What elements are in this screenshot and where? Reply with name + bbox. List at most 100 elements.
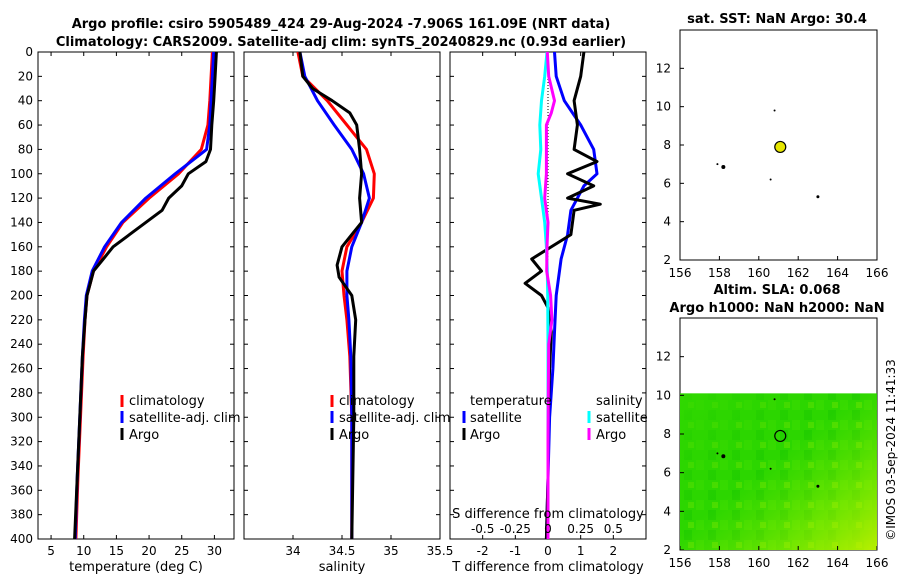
figure-title-line2: Climatology: CARS2009. Satellite-adj cli… — [56, 35, 626, 50]
x-tick-label: -1 — [509, 544, 521, 558]
legend-label-satellite: satellite-adj. clim — [339, 411, 451, 426]
x-tick-label: 10 — [76, 544, 91, 558]
x-tick-label: 34.5 — [329, 544, 356, 558]
island — [816, 195, 820, 199]
lat-tick-label: 12 — [656, 61, 671, 75]
depth-tick-label: 240 — [10, 337, 33, 351]
lon-tick-label: 156 — [669, 266, 692, 280]
depth-tick-label: 280 — [10, 386, 33, 400]
difference-legend-temperature: temperature satellite Argo — [462, 394, 552, 443]
lat-tick-label: 6 — [663, 176, 671, 190]
depth-tick-label: 220 — [10, 313, 33, 327]
legend-label-t-satellite: satellite — [470, 411, 522, 426]
x-tick-label: 34 — [285, 544, 300, 558]
difference-legend-salinity: salinity satellite Argo — [587, 394, 648, 443]
x-tick-label: 35.5 — [427, 544, 454, 558]
x-tick-label: 35 — [383, 544, 398, 558]
island — [816, 484, 820, 488]
depth-tick-label: 100 — [10, 167, 33, 181]
sst-map-title: sat. SST: NaN Argo: 30.4 — [687, 12, 867, 27]
island — [773, 109, 776, 112]
island — [721, 454, 726, 459]
figure-title-line1: Argo profile: csiro 5905489_424 29-Aug-2… — [72, 17, 611, 32]
series-argo — [73, 52, 218, 539]
depth-tick-label: 400 — [10, 532, 33, 546]
temperature-xticks: 5 10 15 20 25 30 — [47, 52, 222, 558]
difference-xlabel: T difference from climatology — [451, 560, 644, 575]
depth-tick-label: 140 — [10, 215, 33, 229]
x-tick-label: 15 — [109, 544, 124, 558]
series-climatology — [296, 52, 376, 539]
series-t-argo — [523, 52, 602, 539]
sla-map-ticks: 156 158 160 162 164 166 2 4 6 8 10 12 — [656, 350, 889, 570]
s-tick-label: 0.5 — [604, 522, 623, 536]
s-tick-label: -0.5 — [471, 522, 494, 536]
lon-tick-label: 166 — [866, 266, 889, 280]
legend-title-temperature: temperature — [470, 394, 552, 409]
island — [721, 165, 726, 170]
salinity-xticks: 34 34.5 35 35.5 — [285, 52, 453, 558]
depth-tick-label: 80 — [18, 142, 33, 156]
depth-tick-label: 260 — [10, 362, 33, 376]
s-tick-label: 0 — [544, 522, 552, 536]
lat-tick-label: 2 — [663, 253, 671, 267]
series-s-argo — [543, 52, 556, 539]
lon-tick-label: 164 — [826, 556, 849, 570]
legend-title-salinity: salinity — [596, 394, 643, 409]
lat-tick-label: 8 — [663, 427, 671, 441]
lon-tick-label: 162 — [787, 266, 810, 280]
lat-tick-label: 12 — [656, 350, 671, 364]
salinity-legend: climatology satellite-adj. clim Argo — [330, 394, 451, 443]
temperature-xlabel: temperature (deg C) — [69, 560, 203, 575]
depth-tick-label: 0 — [25, 45, 33, 59]
legend-label-climatology: climatology — [339, 394, 415, 409]
series-satellite — [298, 52, 371, 539]
x-tick-label: 5 — [47, 544, 55, 558]
depth-tick-label: 20 — [18, 69, 33, 83]
lon-tick-label: 158 — [708, 266, 731, 280]
island — [773, 398, 776, 401]
legend-label-climatology: climatology — [129, 394, 205, 409]
depth-tick-label: 300 — [10, 410, 33, 424]
temperature-legend: climatology satellite-adj. clim Argo — [120, 394, 241, 443]
sla-map-title-line2: Argo h1000: NaN h2000: NaN — [669, 301, 884, 316]
s-tick-label: -0.25 — [500, 522, 531, 536]
depth-tick-label: 40 — [18, 94, 33, 108]
x-tick-label: 0 — [544, 544, 552, 558]
x-tick-label: 25 — [174, 544, 189, 558]
x-tick-label: 30 — [207, 544, 222, 558]
depth-tick-label: 200 — [10, 289, 33, 303]
lon-tick-label: 166 — [866, 556, 889, 570]
island — [716, 163, 719, 166]
depth-tick-label: 120 — [10, 191, 33, 205]
depth-axis: 0 20 40 60 80 100 120 140 160 180 200 220 240 260 280 3… — [10, 45, 646, 546]
depth-tick-label: 380 — [10, 508, 33, 522]
depth-tick-label: 320 — [10, 435, 33, 449]
salinity-axes — [243, 51, 441, 540]
lat-tick-label: 6 — [663, 466, 671, 480]
sla-field-shade — [680, 393, 877, 550]
lon-tick-label: 160 — [747, 266, 770, 280]
series-climatology — [74, 52, 214, 539]
legend-label-argo: Argo — [339, 428, 369, 443]
lat-tick-label: 10 — [656, 388, 671, 402]
series-satellite — [73, 52, 216, 539]
argo-position-marker — [774, 140, 787, 154]
temperature-axes — [37, 51, 235, 540]
legend-label-satellite: satellite-adj. clim — [129, 411, 241, 426]
depth-tick-label: 60 — [18, 118, 33, 132]
s-difference-label: S difference from climatology — [452, 507, 644, 522]
legend-label-s-satellite: satellite — [596, 411, 648, 426]
argo-position-marker — [774, 429, 787, 443]
x-tick-label: 20 — [141, 544, 156, 558]
lat-tick-label: 10 — [656, 100, 671, 114]
lat-tick-label: 2 — [663, 543, 671, 557]
island — [716, 452, 719, 455]
lon-tick-label: 158 — [708, 556, 731, 570]
depth-tick-label: 180 — [10, 264, 33, 278]
lon-tick-label: 164 — [826, 266, 849, 280]
lon-tick-label: 162 — [787, 556, 810, 570]
lat-tick-label: 4 — [663, 215, 671, 229]
x-tick-label: 2 — [610, 544, 618, 558]
